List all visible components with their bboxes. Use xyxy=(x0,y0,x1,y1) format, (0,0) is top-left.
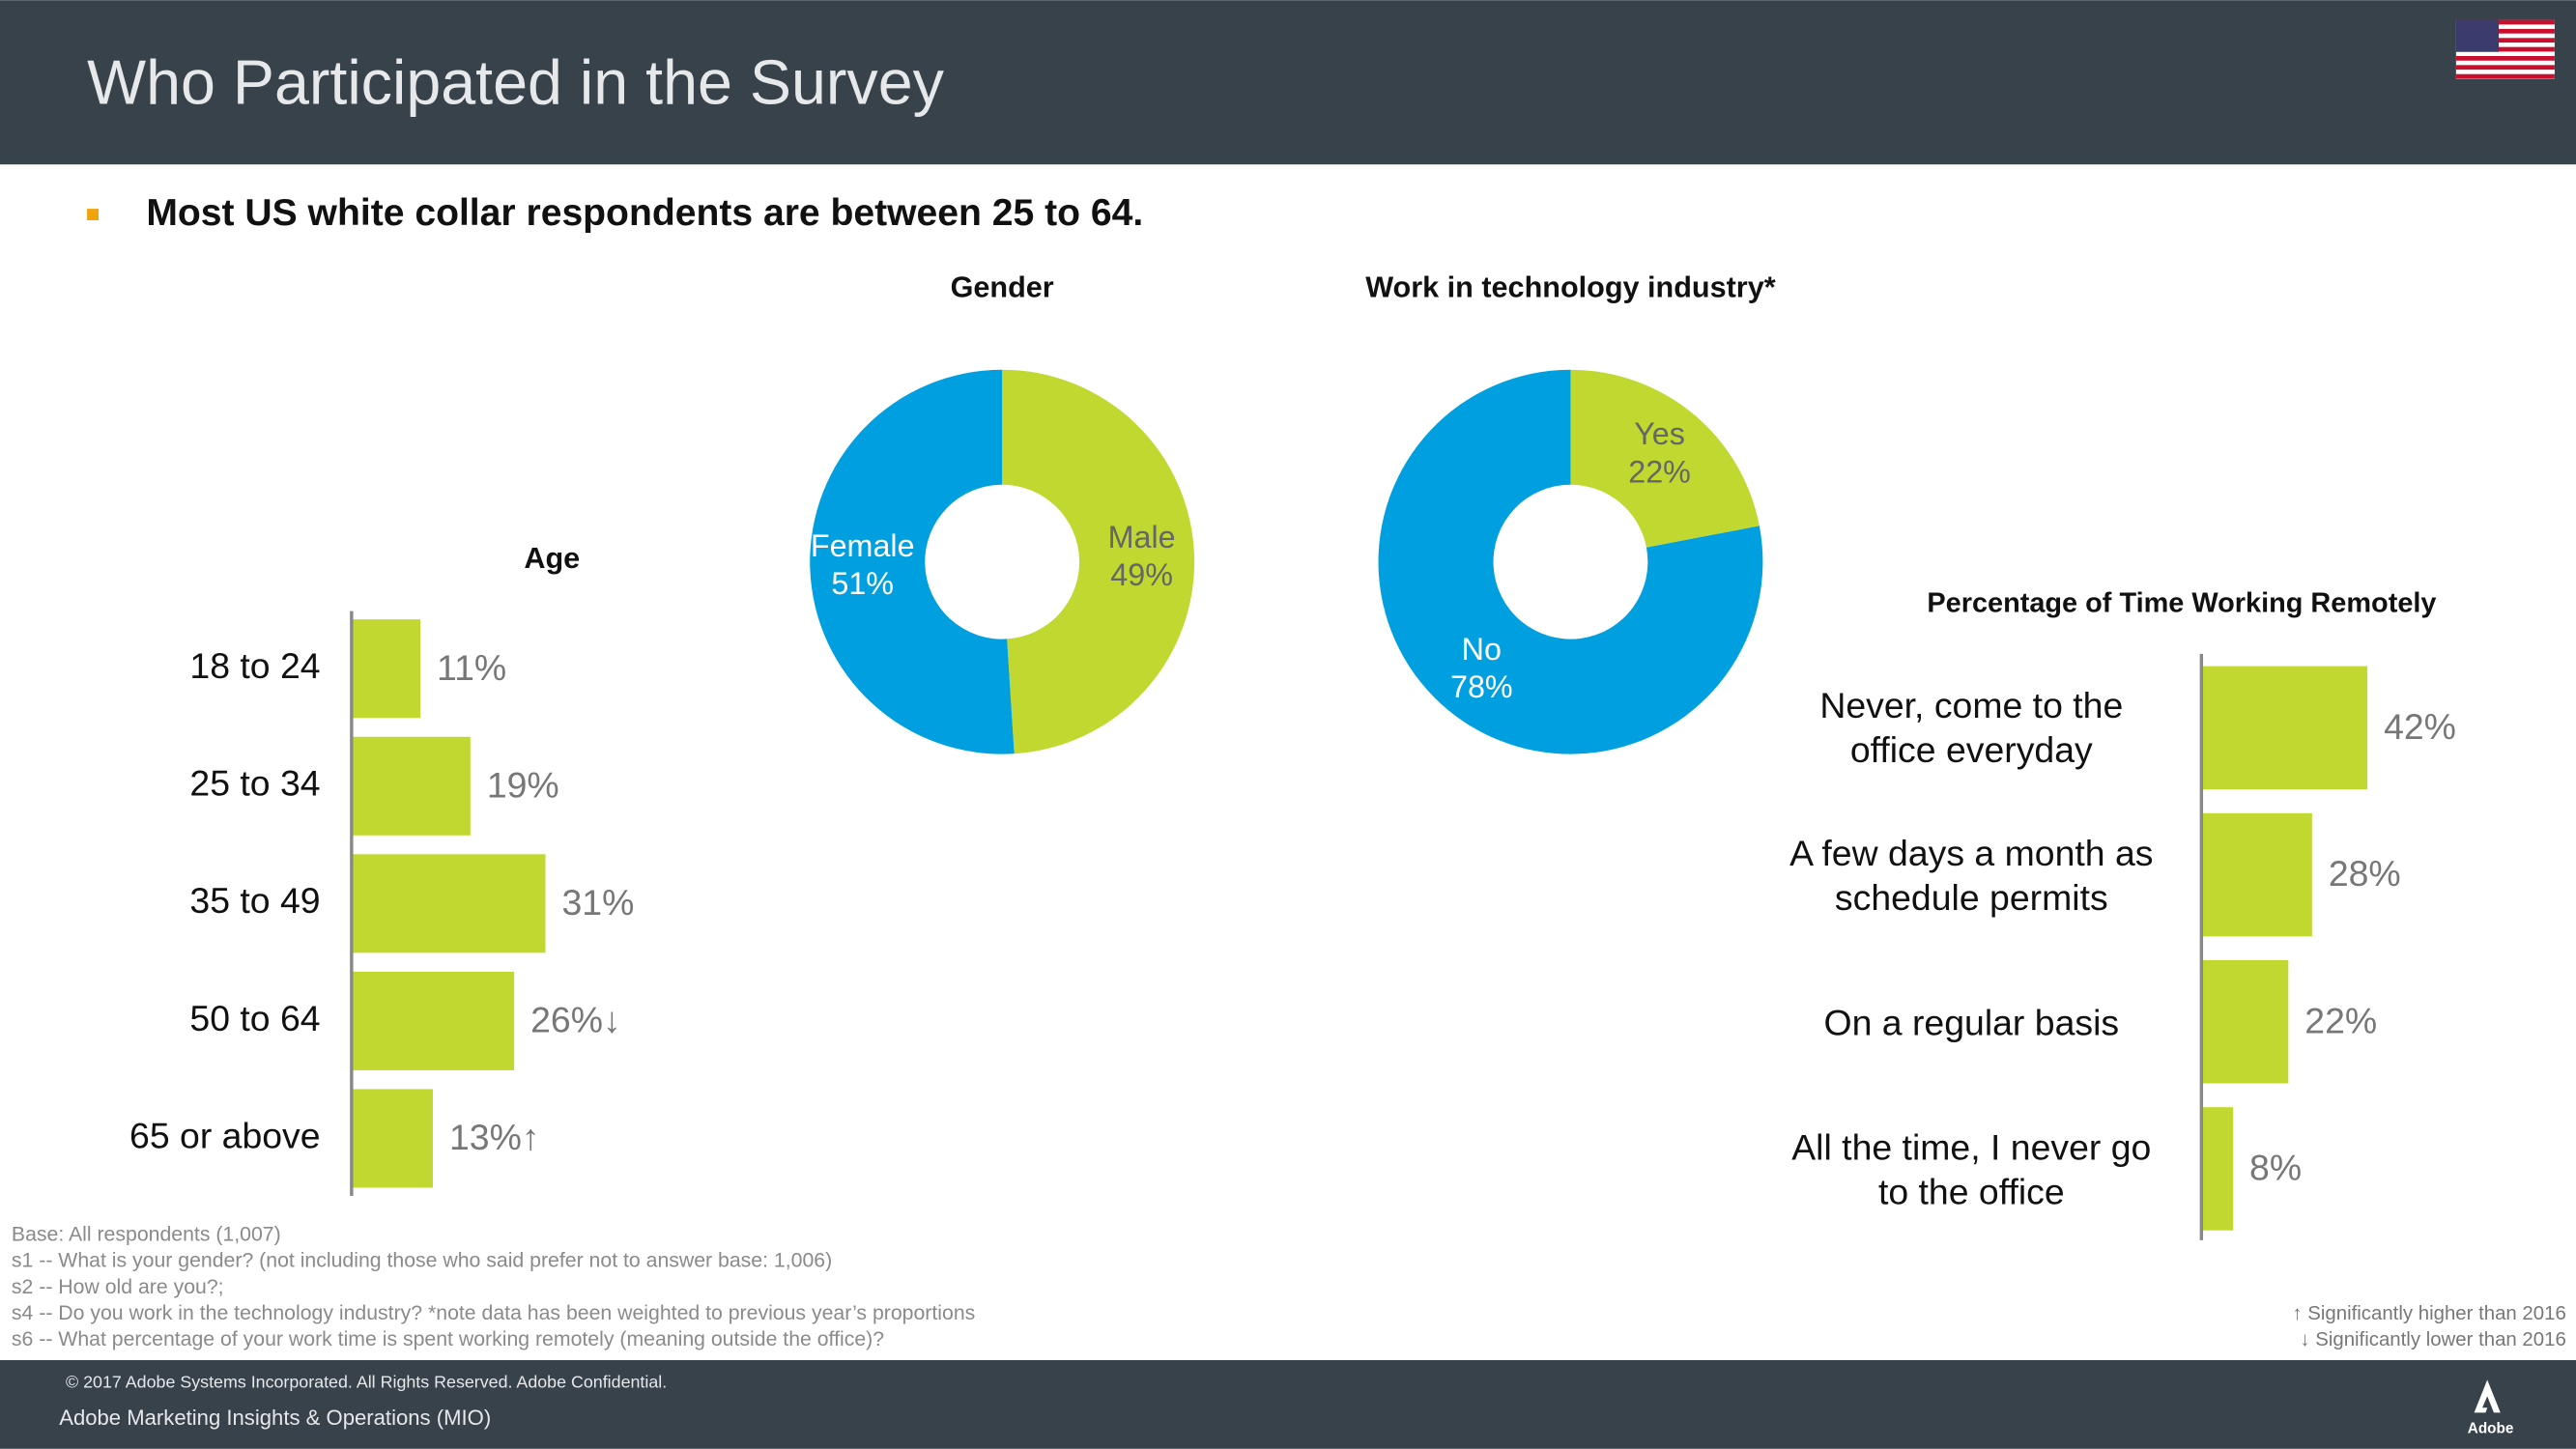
slice-value: 49% xyxy=(1110,557,1173,592)
chart-title: Work in technology industry* xyxy=(1365,271,1775,304)
slice-value: 22% xyxy=(1628,454,1691,489)
category-text: All the time, I never go to the office xyxy=(1791,1125,2152,1212)
significance-note: ↑ Significantly higher than 2016 xyxy=(2292,1303,2565,1324)
chart-title: Percentage of Time Working Remotely xyxy=(1927,588,2436,619)
bar xyxy=(351,619,421,719)
category-text: Never, come to the office everyday xyxy=(1819,685,2124,771)
footnote: s2 -- How old are you?; xyxy=(12,1275,224,1298)
donut-slice xyxy=(1378,369,1763,754)
slice-category: Female xyxy=(811,528,915,563)
slice-category: Male xyxy=(1108,520,1176,554)
value-label: 19% xyxy=(487,764,559,805)
category-text: A few days a month as schedule permits xyxy=(1789,832,2154,918)
slice-value: 51% xyxy=(831,566,894,601)
category-label: 50 to 64 xyxy=(189,998,320,1038)
slide-title: Who Participated in the Survey xyxy=(87,47,945,117)
category-label: 25 to 34 xyxy=(189,763,320,804)
bullet-marker xyxy=(87,209,100,221)
bar xyxy=(351,971,515,1070)
footnote: Base: All respondents (1,007) xyxy=(12,1222,281,1245)
category-label: All the time, I never go to the office xyxy=(1791,1125,2152,1212)
chart-title: Age xyxy=(524,542,580,575)
slice-category: Yes xyxy=(1634,416,1685,451)
donut-slice xyxy=(810,369,1015,754)
us-flag xyxy=(2455,19,2555,79)
slice-value: 78% xyxy=(1450,669,1513,704)
bar xyxy=(2201,959,2289,1084)
category-label: On a regular basis xyxy=(1823,1001,2120,1042)
category-label: 18 to 24 xyxy=(189,645,320,686)
footer-band xyxy=(0,1359,2576,1449)
value-label: 31% xyxy=(561,882,634,923)
value-label: 11% xyxy=(437,647,506,688)
bullet-text: Most US white collar respondents are bet… xyxy=(146,192,1143,234)
header-band xyxy=(0,0,2576,165)
footnote: s1 -- What is your gender? (not includin… xyxy=(12,1249,832,1272)
bar xyxy=(2201,666,2368,790)
chart-title: Gender xyxy=(951,271,1054,304)
value-label: 8% xyxy=(2249,1147,2302,1187)
category-label: 35 to 49 xyxy=(189,880,320,921)
value-label: 26%↓ xyxy=(530,999,621,1039)
value-label: 13%↑ xyxy=(449,1117,540,1157)
bar xyxy=(2201,812,2312,937)
logo-text: Adobe xyxy=(2468,1420,2514,1436)
significance-note: ↓ Significantly lower than 2016 xyxy=(2300,1329,2565,1350)
donut-slice xyxy=(1002,369,1195,754)
footnote: s4 -- Do you work in the technology indu… xyxy=(12,1301,975,1324)
category-text: On a regular basis xyxy=(1823,1001,2120,1042)
slice-category: No xyxy=(1462,632,1502,667)
value-label: 42% xyxy=(2384,706,2456,747)
department: Adobe Marketing Insights & Operations (M… xyxy=(59,1406,491,1430)
category-label: A few days a month as schedule permits xyxy=(1789,832,2154,918)
bar xyxy=(351,736,471,836)
category-label: 65 or above xyxy=(129,1115,321,1155)
donut-slice xyxy=(1570,369,1760,548)
bar xyxy=(351,854,546,953)
bar xyxy=(351,1089,433,1188)
value-label: 28% xyxy=(2329,853,2401,894)
category-label: Never, come to the office everyday xyxy=(1819,685,2124,771)
value-label: 22% xyxy=(2304,1000,2377,1040)
footnote: s6 -- What percentage of your work time … xyxy=(12,1327,884,1350)
logo-mark xyxy=(2474,1379,2501,1413)
copyright: © 2017 Adobe Systems Incorporated. All R… xyxy=(66,1373,667,1392)
bar xyxy=(2201,1107,2234,1231)
